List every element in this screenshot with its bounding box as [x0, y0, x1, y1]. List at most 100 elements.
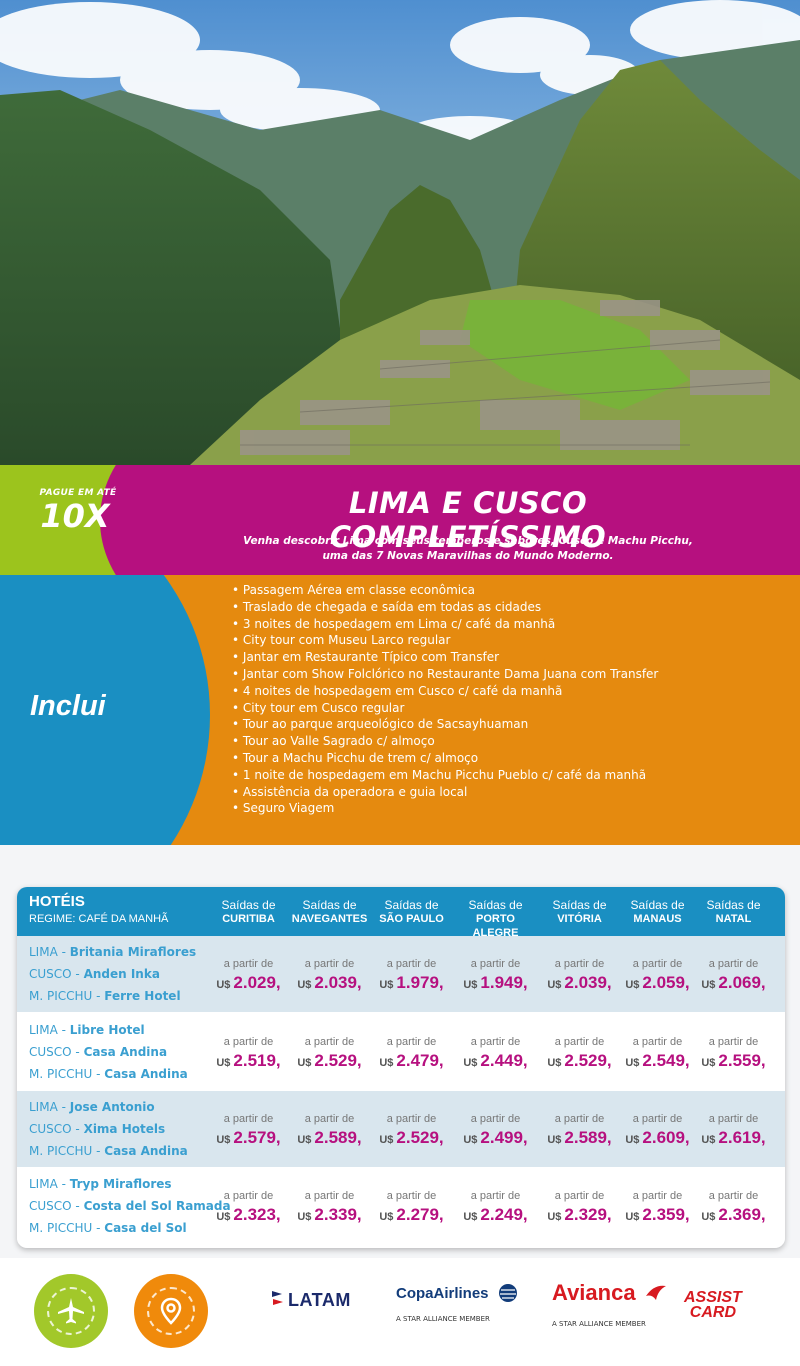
price-cell: a partir de U$ 2.279, [369, 1190, 454, 1225]
currency-label: U$ [701, 1211, 716, 1223]
price-cell: a partir de U$ 2.529, [537, 1036, 622, 1071]
price-value: 2.339, [314, 1205, 362, 1224]
hotel-name: Libre Hotel [69, 1023, 145, 1037]
price-cell: a partir de U$ 1.949, [453, 958, 538, 993]
hotel-city: LIMA - [29, 945, 70, 959]
departure-col: Saídas de CURITIBA [221, 898, 276, 925]
package-title: LIMA E CUSCO COMPLETÍSSIMO [329, 486, 607, 554]
currency-label: U$ [625, 1211, 640, 1223]
hotel-line: M. PICCHU - Ferre Hotel [29, 989, 181, 1003]
include-item: 3 noites de hospedagem em Lima c/ café d… [232, 616, 658, 633]
price-value: 2.579, [233, 1128, 281, 1147]
price-value: 2.529, [314, 1051, 362, 1070]
hotel-name: Jose Antonio [69, 1100, 155, 1114]
include-item: Traslado de chegada e saída em todas as … [232, 599, 658, 616]
price-prefix: a partir de [470, 1190, 521, 1202]
price-cell: a partir de U$ 2.589, [537, 1113, 622, 1148]
copa-globe-icon [499, 1284, 517, 1302]
price-value: 2.529, [564, 1051, 612, 1070]
departure-col: Saídas de NAVEGANTES [291, 898, 368, 925]
hotel-line: CUSCO - Anden Inka [29, 967, 160, 981]
price-value: 2.249, [480, 1205, 528, 1224]
price-prefix: a partir de [470, 1113, 521, 1125]
price-cell: a partir de U$ 2.609, [615, 1113, 700, 1148]
price-prefix: a partir de [223, 1190, 274, 1202]
hotel-line: LIMA - Britania Miraflores [29, 945, 196, 959]
currency-label: U$ [216, 1057, 231, 1069]
price-prefix: a partir de [632, 958, 683, 970]
hotels-price-table: HOTÉIS REGIME: CAFÉ DA MANHÃ Saídas de CU… [17, 887, 785, 1248]
price-cell: a partir de U$ 2.323, [206, 1190, 291, 1225]
include-item: Tour ao Valle Sagrado c/ almoço [232, 733, 658, 750]
price-cell: a partir de U$ 2.039, [287, 958, 372, 993]
price-value: 2.323, [233, 1205, 281, 1224]
currency-label: U$ [625, 979, 640, 991]
price-value: 2.329, [564, 1205, 612, 1224]
price-cell: a partir de U$ 2.039, [537, 958, 622, 993]
currency-label: U$ [297, 1057, 312, 1069]
hotel-line: LIMA - Jose Antonio [29, 1100, 155, 1114]
hotel-city: M. PICCHU - [29, 1221, 105, 1235]
price-prefix: a partir de [632, 1190, 683, 1202]
hotel-name: Casa Andina [104, 1144, 188, 1158]
include-item: 4 noites de hospedagem em Cusco c/ café … [232, 683, 658, 700]
price-cell: a partir de U$ 2.529, [369, 1113, 454, 1148]
include-item: Jantar com Show Folclórico no Restaurant… [232, 666, 658, 683]
hotel-line: CUSCO - Costa del Sol Ramada [29, 1199, 231, 1213]
installments-label: PAGUE EM ATÉ [39, 488, 117, 498]
price-prefix: a partir de [386, 1190, 437, 1202]
price-prefix: a partir de [386, 1036, 437, 1048]
price-value: 2.069, [718, 973, 766, 992]
price-prefix: a partir de [386, 958, 437, 970]
price-prefix: a partir de [470, 958, 521, 970]
price-prefix: a partir de [223, 958, 274, 970]
hotel-city: CUSCO - [29, 1199, 84, 1213]
includes-heading: Inclui [30, 690, 106, 722]
price-prefix: a partir de [708, 1036, 759, 1048]
price-value: 2.059, [642, 973, 690, 992]
include-item: 1 noite de hospedagem em Machu Picchu Pu… [232, 767, 658, 784]
hotel-city: CUSCO - [29, 1122, 84, 1136]
price-prefix: a partir de [304, 1113, 355, 1125]
currency-label: U$ [379, 979, 394, 991]
price-value: 2.519, [233, 1051, 281, 1070]
hotel-city: LIMA - [29, 1023, 70, 1037]
hotel-name: Xima Hotels [83, 1122, 166, 1136]
consult-flights-badge[interactable]: CONSULTE NOSSOS VOOS [34, 1274, 108, 1348]
price-value: 2.589, [564, 1128, 612, 1147]
hotel-name: Ferre Hotel [104, 989, 181, 1003]
airplane-icon [58, 1298, 84, 1324]
include-item: City tour em Cusco regular [232, 700, 658, 717]
price-prefix: a partir de [554, 958, 605, 970]
authorized-agency-badge[interactable]: AGÊNCIA AUTORIZADA [134, 1274, 208, 1348]
currency-label: U$ [547, 1057, 562, 1069]
price-prefix: a partir de [708, 1190, 759, 1202]
price-cell: a partir de U$ 2.519, [206, 1036, 291, 1071]
price-prefix: a partir de [554, 1113, 605, 1125]
hotel-city: M. PICCHU - [29, 1144, 105, 1158]
price-cell: a partir de U$ 2.499, [453, 1113, 538, 1148]
hotel-city: CUSCO - [29, 1045, 84, 1059]
location-pin-icon [160, 1297, 182, 1325]
price-value: 2.529, [396, 1128, 444, 1147]
price-prefix: a partir de [386, 1113, 437, 1125]
price-cell: a partir de U$ 2.449, [453, 1036, 538, 1071]
departure-col: Saídas de MANAUS [630, 898, 685, 925]
price-value: 2.279, [396, 1205, 444, 1224]
currency-label: U$ [463, 1057, 478, 1069]
copa-airlines-logo: CopaAirlines A STAR ALLIANCE MEMBER [396, 1283, 517, 1323]
price-prefix: a partir de [554, 1036, 605, 1048]
price-value: 2.359, [642, 1205, 690, 1224]
currency-label: U$ [625, 1057, 640, 1069]
price-value: 1.979, [396, 973, 444, 992]
price-cell: a partir de U$ 2.589, [287, 1113, 372, 1148]
currency-label: U$ [547, 1211, 562, 1223]
hotel-line: M. PICCHU - Casa del Sol [29, 1221, 187, 1235]
table-row: LIMA - Libre Hotel CUSCO - Casa Andina M. … [17, 1014, 785, 1090]
price-value: 2.549, [642, 1051, 690, 1070]
avianca-bird-icon [646, 1285, 666, 1300]
avianca-logo: Avianca A STAR ALLIANCE MEMBER [552, 1280, 666, 1328]
currency-label: U$ [379, 1134, 394, 1146]
include-item: Tour a Machu Picchu de trem c/ almoço [232, 750, 658, 767]
hotel-name: Tryp Miraflores [69, 1177, 172, 1191]
